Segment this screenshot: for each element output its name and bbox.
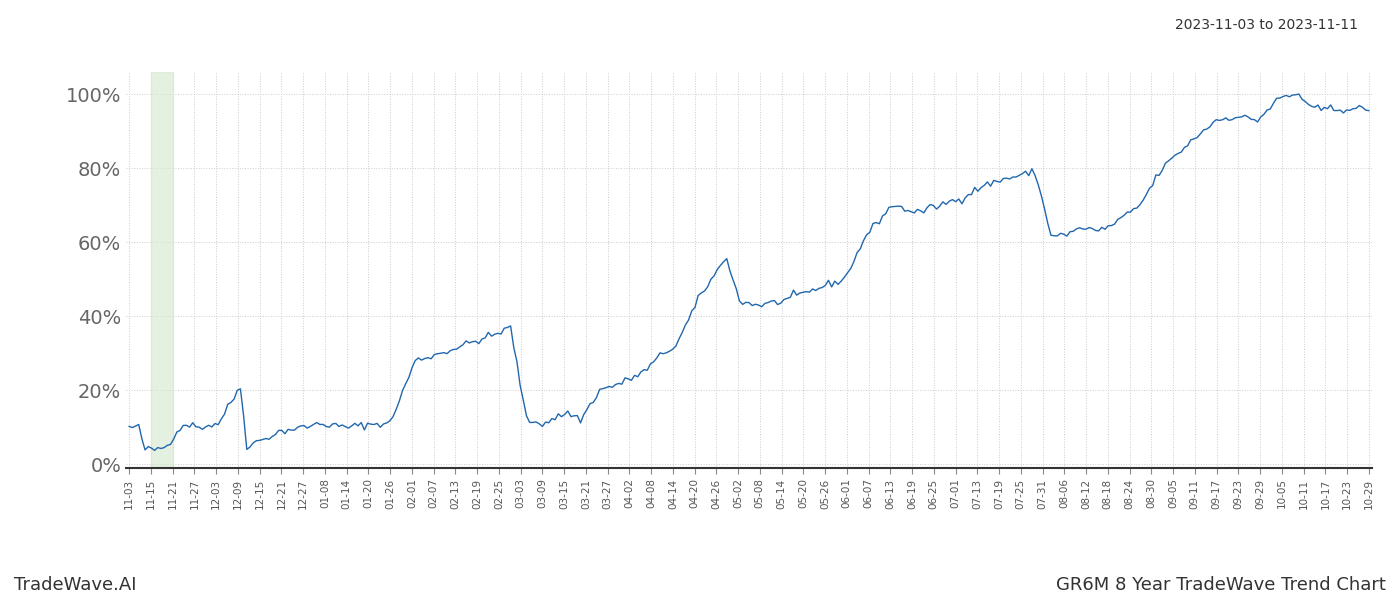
Text: 2023-11-03 to 2023-11-11: 2023-11-03 to 2023-11-11 bbox=[1175, 18, 1358, 32]
Bar bbox=[151, 72, 172, 468]
Text: GR6M 8 Year TradeWave Trend Chart: GR6M 8 Year TradeWave Trend Chart bbox=[1056, 576, 1386, 594]
Text: TradeWave.AI: TradeWave.AI bbox=[14, 576, 137, 594]
